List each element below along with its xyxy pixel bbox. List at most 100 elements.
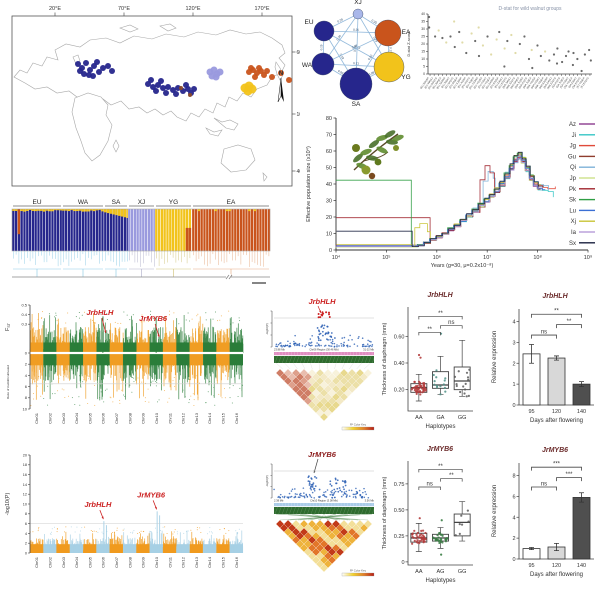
expression-bar (522, 548, 541, 560)
box-title: JrbHLH (427, 292, 453, 299)
association-points (275, 311, 374, 348)
box-axes (407, 307, 473, 412)
bar-xlabel: Days after flowering (530, 418, 583, 424)
fst-ylabel: FST (5, 322, 11, 331)
box-ytick: 0 (401, 560, 404, 566)
group-node-label: YG (401, 74, 410, 81)
fst-ytick: 0.4 (21, 312, 27, 317)
chr-label: Chr14 (207, 556, 212, 568)
north-label: N (279, 70, 284, 77)
sig-label: ** (438, 464, 443, 470)
bar-ytick: 1 (512, 382, 515, 388)
chr-label: Chr09 (141, 556, 146, 568)
haplotype-tick: AG (437, 569, 445, 575)
dstat-xtick-label: (EU,EA)YG (497, 76, 508, 89)
chr-label: Chr15 (221, 412, 226, 424)
ratio-ytick: 4 (25, 373, 28, 378)
chr-label: Chr03 (61, 556, 66, 568)
fan-connectors (275, 513, 373, 521)
region-end-label: 3.56 Mb (365, 499, 375, 503)
legend-label: Jp (570, 176, 577, 182)
group-node-XJ (352, 8, 364, 20)
gene-model-track (274, 507, 374, 514)
gene-label: JrMYB6 (308, 450, 337, 459)
gwas-ytick: 6 (25, 522, 27, 526)
fst-ytick: 0.3 (21, 322, 27, 327)
error-bar (554, 355, 559, 361)
dstat-xtick-label: (EU,WA)EA (431, 76, 442, 90)
colorkey-label: R² Color Key (350, 569, 367, 573)
ld-heatmap-triangle (275, 519, 373, 573)
chr-label: Chr02 (47, 412, 52, 424)
sig-label: ** (554, 309, 559, 315)
dstat-xtick-label: (XJ,EA)YG (579, 76, 590, 89)
dstat-title: D-stat for wild walnut groups (498, 6, 562, 12)
sig-bracket (531, 334, 557, 339)
legend-label: Qi (570, 165, 576, 171)
legend-label: Sk (569, 198, 577, 204)
axis-break (225, 274, 233, 280)
gene-annotation-label: JrbHLH (86, 308, 114, 317)
fst-ytick: 0.5 (21, 302, 27, 307)
chr-label: Chr08 (127, 556, 132, 568)
gene-annotation-label: JrbHLH (84, 500, 112, 509)
edge-weight-label: 0.22 (367, 54, 374, 61)
chr-label: Chr01 (34, 412, 39, 424)
dstat-points (427, 15, 592, 73)
panel-boxplot-jrbhlh: JrbHLH 0.20 0.40 0.60 Thickness of diaphragm… (378, 287, 478, 440)
box-ytick: 0.40 (394, 361, 405, 367)
sig-bracket (418, 468, 463, 473)
edge-weight-label: 0.29 (372, 36, 379, 43)
psmc-xtick: 10⁴ (332, 254, 341, 261)
panel-psmc: 0 10 20 30 40 50 60 70 80 10⁴ 10⁵ 10⁶ 10⁷ 10⁸ 10⁹ Years… (300, 110, 600, 282)
dstat-xtick-label: (SA,EA)YG (571, 76, 582, 89)
dstat-xtick-label: (EU,XJ)SA (456, 76, 467, 89)
group-node-YG (373, 51, 405, 83)
box-iqr (453, 366, 471, 391)
gwas-ytick: 20 (23, 453, 27, 457)
dstat-ytick: 35 (421, 20, 425, 24)
sig-label: ** (438, 311, 443, 317)
sig-label: ** (427, 327, 432, 333)
bar-ytick: 3 (512, 340, 515, 346)
group-node-EU (313, 20, 335, 42)
chr-label: Chr13 (194, 412, 199, 424)
edge-weight-label: 0.35 (371, 18, 378, 25)
psmc-series (335, 151, 556, 248)
dstat-xtick-label: (SA,YG)XJ (559, 76, 570, 89)
edge-weight-label: 0.27 (351, 43, 358, 49)
bar-ytick: 0 (512, 557, 515, 563)
bar-title: JrbHLH (542, 293, 568, 300)
dstat-xtick-label: (EU,XJ)WA (452, 76, 463, 89)
psmc-ylabel: Effective population size (x10⁴) (305, 146, 312, 222)
chr-label: Chr03 (61, 412, 66, 424)
dstat-xtick-label: (EU,EA)WA (484, 76, 495, 90)
panel-barchart-jrbhlh: JrbHLH 0 1 2 3 4 Relative expression 95 120 140 Da… (487, 287, 600, 440)
lat-tick-label: 10°N (297, 112, 301, 118)
psmc-ytick: 40 (326, 182, 332, 188)
error-bar (529, 344, 534, 364)
edge-weight-label: 0.25 (353, 28, 359, 32)
lat-tick-label: 40°S (297, 169, 301, 175)
legend-label: Ia (571, 230, 577, 236)
chr-label: Chr06 (101, 556, 106, 568)
psmc-curve-Lu (335, 155, 546, 247)
dstat-xtick-label: (WA,XJ)SA (513, 76, 524, 89)
chr-label: Chr13 (194, 556, 199, 568)
box-ylabel: Thickness of diaphragm (mm) (382, 322, 388, 395)
dstat-ytick: 5 (423, 65, 425, 69)
edge-weight-label: 0.21 (353, 61, 359, 65)
dstat-xtick-label: (EU,YG)EA (480, 76, 491, 89)
map-frame (11, 15, 293, 187)
group-label: XJ (138, 199, 146, 206)
association-points (273, 475, 370, 499)
group-label: EU (32, 199, 41, 206)
chr-label: Chr16 (234, 556, 239, 568)
legend-label: Az (569, 122, 576, 128)
group-node-EA (374, 19, 402, 47)
gene-annotation-label: JrMYB6 (139, 314, 168, 323)
sample-cluster-XJ-samples (206, 66, 224, 81)
expression-bar (572, 497, 591, 560)
box-ylabel: Thickness of diaphragm (mm) (382, 476, 388, 549)
